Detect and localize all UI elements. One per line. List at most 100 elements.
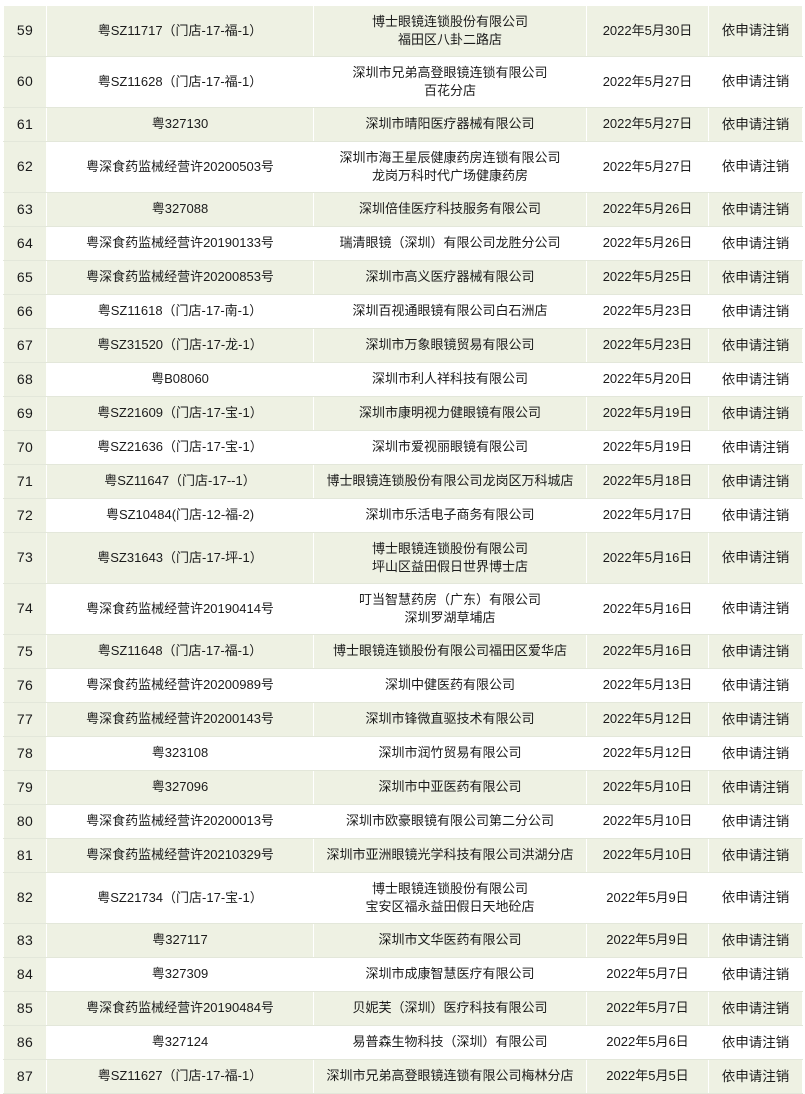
- license-number-cell: 粤323108: [46, 736, 314, 771]
- status-cell: 依申请注销: [708, 192, 803, 227]
- row-index-cell: 72: [3, 498, 47, 533]
- license-number-cell: 粤SZ11717（门店-17-福-1）: [46, 5, 314, 57]
- date-cell: 2022年5月23日: [586, 328, 709, 363]
- company-name-cell: 深圳百视通眼镜有限公司白石洲店: [313, 294, 587, 329]
- company-name-line: 深圳倍佳医疗科技服务有限公司: [358, 201, 541, 217]
- date-cell: 2022年5月27日: [586, 107, 709, 142]
- row-index-cell: 80: [3, 804, 47, 839]
- status-cell: 依申请注销: [708, 702, 803, 737]
- license-number-cell: 粤SZ11648（门店-17-福-1）: [46, 634, 314, 669]
- row-index-cell: 85: [3, 991, 47, 1026]
- status-cell: 依申请注销: [708, 328, 803, 363]
- status-cell: 依申请注销: [708, 668, 803, 703]
- date-cell: 2022年5月17日: [586, 498, 709, 533]
- status-cell: 依申请注销: [708, 532, 803, 584]
- company-name-line: 博士眼镜连锁股份有限公司: [371, 540, 528, 556]
- table-row: 68 粤B08060 深圳市利人祥科技有限公司 2022年5月20日 依申请注销: [3, 362, 803, 397]
- row-index-cell: 81: [3, 838, 47, 873]
- status-cell: 依申请注销: [708, 56, 803, 108]
- license-number-cell: 粤B08060: [46, 362, 314, 397]
- table-row: 76 粤深食药监械经营许20200989号 深圳中健医药有限公司 2022年5月13日…: [3, 668, 803, 703]
- company-name-line: 易普森生物科技（深圳）有限公司: [352, 1034, 548, 1050]
- company-name-line: 深圳市康明视力健眼镜有限公司: [358, 405, 541, 421]
- row-index-cell: 68: [3, 362, 47, 397]
- date-cell: 2022年5月12日: [586, 736, 709, 771]
- row-index-cell: 70: [3, 430, 47, 465]
- company-name-line: 坪山区益田假日世界博士店: [371, 559, 528, 574]
- table-row: 75 粤SZ11648（门店-17-福-1） 博士眼镜连锁股份有限公司福田区爱华店 2…: [3, 634, 803, 669]
- status-cell: 依申请注销: [708, 107, 803, 142]
- registry-table: 59 粤SZ11717（门店-17-福-1） 博士眼镜连锁股份有限公司 福田区八卦二路…: [3, 5, 803, 1094]
- license-number-cell: 粤SZ11628（门店-17-福-1）: [46, 56, 314, 108]
- row-index-cell: 59: [3, 5, 47, 57]
- row-index-cell: 73: [3, 532, 47, 584]
- row-index-cell: 76: [3, 668, 47, 703]
- license-number-cell: 粤SZ11647（门店-17--1）: [46, 464, 314, 499]
- status-cell: 依申请注销: [708, 498, 803, 533]
- table-row: 60 粤SZ11628（门店-17-福-1） 深圳市兄弟高登眼镜连锁有限公司 百花分店…: [3, 56, 803, 108]
- table-row: 62 粤深食药监械经营许20200503号 深圳市海王星辰健康药房连锁有限公司 龙岗万…: [3, 141, 803, 193]
- table-row: 64 粤深食药监械经营许20190133号 瑞清眼镜（深圳）有限公司龙胜分公司 202…: [3, 226, 803, 261]
- company-name-cell: 深圳市利人祥科技有限公司: [313, 362, 587, 397]
- date-cell: 2022年5月20日: [586, 362, 709, 397]
- company-name-cell: 深圳市高义医疗器械有限公司: [313, 260, 587, 295]
- company-name-line: 深圳市高义医疗器械有限公司: [365, 269, 535, 285]
- company-name-cell: 深圳市晴阳医疗器械有限公司: [313, 107, 587, 142]
- company-name-line: 深圳市晴阳医疗器械有限公司: [365, 116, 535, 132]
- row-index-cell: 63: [3, 192, 47, 227]
- row-index-cell: 77: [3, 702, 47, 737]
- company-name-line: 深圳市欧豪眼镜有限公司第二分公司: [345, 813, 554, 829]
- date-cell: 2022年5月13日: [586, 668, 709, 703]
- table-row: 63 粤327088 深圳倍佳医疗科技服务有限公司 2022年5月26日 依申请注销: [3, 192, 803, 227]
- company-name-cell: 博士眼镜连锁股份有限公司福田区爱华店: [313, 634, 587, 669]
- table-row: 83 粤327117 深圳市文华医药有限公司 2022年5月9日 依申请注销: [3, 923, 803, 958]
- date-cell: 2022年5月7日: [586, 991, 709, 1026]
- row-index-cell: 84: [3, 957, 47, 992]
- date-cell: 2022年5月10日: [586, 770, 709, 805]
- row-index-cell: 60: [3, 56, 47, 108]
- company-name-cell: 瑞清眼镜（深圳）有限公司龙胜分公司: [313, 226, 587, 261]
- date-cell: 2022年5月16日: [586, 634, 709, 669]
- company-name-cell: 深圳市乐活电子商务有限公司: [313, 498, 587, 533]
- company-name-cell: 深圳市欧豪眼镜有限公司第二分公司: [313, 804, 587, 839]
- company-name-line: 贝妮芙（深圳）医疗科技有限公司: [352, 1000, 548, 1016]
- table-row: 59 粤SZ11717（门店-17-福-1） 博士眼镜连锁股份有限公司 福田区八卦二路…: [3, 5, 803, 57]
- license-number-cell: 粤SZ31520（门店-17-龙-1）: [46, 328, 314, 363]
- status-cell: 依申请注销: [708, 923, 803, 958]
- status-cell: 依申请注销: [708, 804, 803, 839]
- company-name-cell: 博士眼镜连锁股份有限公司龙岗区万科城店: [313, 464, 587, 499]
- date-cell: 2022年5月25日: [586, 260, 709, 295]
- row-index-cell: 66: [3, 294, 47, 329]
- table-row: 79 粤327096 深圳市中亚医药有限公司 2022年5月10日 依申请注销: [3, 770, 803, 805]
- table-row: 82 粤SZ21734（门店-17-宝-1） 博士眼镜连锁股份有限公司 宝安区福永益田…: [3, 872, 803, 924]
- table-row: 87 粤SZ11627（门店-17-福-1） 深圳市兄弟高登眼镜连锁有限公司梅林分店…: [3, 1059, 803, 1094]
- company-name-cell: 深圳市成康智慧医疗有限公司: [313, 957, 587, 992]
- company-name-cell: 深圳市海王星辰健康药房连锁有限公司 龙岗万科时代广场健康药房: [313, 141, 587, 193]
- company-name-line: 深圳百视通眼镜有限公司白石洲店: [352, 303, 548, 319]
- status-cell: 依申请注销: [708, 141, 803, 193]
- table-row: 78 粤323108 深圳市润竹贸易有限公司 2022年5月12日 依申请注销: [3, 736, 803, 771]
- table-row: 74 粤深食药监械经营许20190414号 叮当智慧药房（广东）有限公司 深圳罗湖草埔…: [3, 583, 803, 635]
- company-name-line: 博士眼镜连锁股份有限公司福田区爱华店: [332, 643, 567, 659]
- date-cell: 2022年5月26日: [586, 192, 709, 227]
- date-cell: 2022年5月23日: [586, 294, 709, 329]
- table-row: 86 粤327124 易普森生物科技（深圳）有限公司 2022年5月6日 依申请注销: [3, 1025, 803, 1060]
- table-row: 61 粤327130 深圳市晴阳医疗器械有限公司 2022年5月27日 依申请注销: [3, 107, 803, 142]
- status-cell: 依申请注销: [708, 957, 803, 992]
- company-name-line: 深圳市成康智慧医疗有限公司: [365, 966, 535, 982]
- status-cell: 依申请注销: [708, 5, 803, 57]
- license-number-cell: 粤327096: [46, 770, 314, 805]
- table-row: 81 粤深食药监械经营许20210329号 深圳市亚洲眼镜光学科技有限公司洪湖分店 2…: [3, 838, 803, 873]
- company-name-line: 深圳市兄弟高登眼镜连锁有限公司: [352, 64, 548, 80]
- row-index-cell: 83: [3, 923, 47, 958]
- company-name-line: 深圳市文华医药有限公司: [378, 932, 522, 948]
- company-name-line: 深圳市兄弟高登眼镜连锁有限公司梅林分店: [326, 1068, 574, 1084]
- company-name-line: 叮当智慧药房（广东）有限公司: [358, 591, 541, 607]
- license-number-cell: 粤深食药监械经营许20200143号: [46, 702, 314, 737]
- company-name-cell: 博士眼镜连锁股份有限公司 福田区八卦二路店: [313, 5, 587, 57]
- registry-table-body: 59 粤SZ11717（门店-17-福-1） 博士眼镜连锁股份有限公司 福田区八卦二路…: [3, 5, 803, 1094]
- company-name-line: 福田区八卦二路店: [397, 32, 502, 47]
- company-name-line: 龙岗万科时代广场健康药房: [371, 168, 528, 183]
- company-name-cell: 深圳市康明视力健眼镜有限公司: [313, 396, 587, 431]
- company-name-cell: 深圳市万象眼镜贸易有限公司: [313, 328, 587, 363]
